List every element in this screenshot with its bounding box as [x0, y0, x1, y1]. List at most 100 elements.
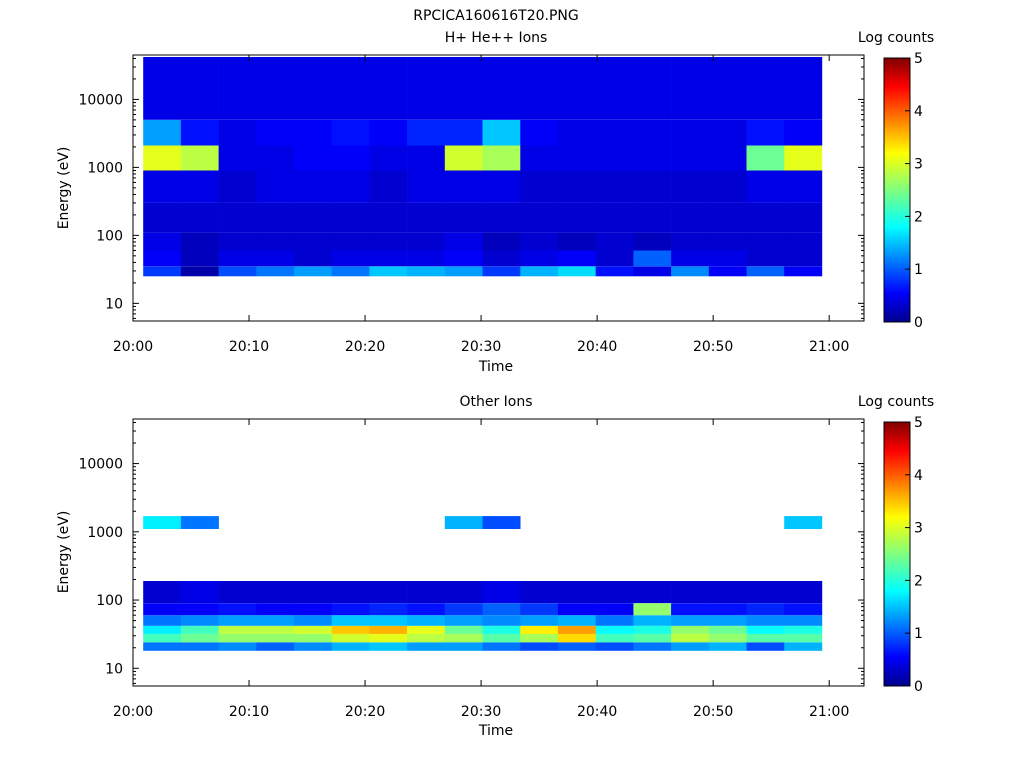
- heatmap-cell: [595, 615, 634, 626]
- colorbar-ticks: 0 1 2 3 4 5: [905, 51, 923, 331]
- heatmap-cell: [407, 633, 446, 643]
- x-tick-label: 20:00: [113, 339, 153, 355]
- heatmap-cell: [708, 642, 747, 651]
- heatmap-cell: [784, 57, 823, 120]
- heatmap-cell: [369, 633, 408, 643]
- heatmap-cell: [218, 625, 257, 634]
- heatmap-cell: [558, 266, 596, 277]
- heatmap-cell: [143, 145, 182, 171]
- y-tick-label: 10: [105, 296, 123, 312]
- heatmap-cell: [331, 625, 370, 634]
- heatmap-cell: [482, 615, 521, 626]
- colorbar-tick-label: 4: [914, 468, 923, 484]
- colorbar-tick-label: 0: [914, 315, 923, 331]
- heatmap-cell: [331, 202, 370, 233]
- colorbar-tick-label: 0: [914, 679, 923, 695]
- heatmap-cell: [708, 603, 747, 616]
- heatmap-cell: [482, 232, 521, 251]
- heatmap-cell: [633, 202, 672, 233]
- heatmap-cell: [746, 603, 785, 616]
- x-tick-label: 20:40: [577, 339, 617, 355]
- heatmap-cell: [218, 642, 257, 651]
- heatmap-cell: [482, 603, 521, 616]
- panel-other-ions: Other Ions 20:00 20:10 20:20 20:30 20:40 20:5…: [56, 394, 934, 739]
- y-tick-label: 10: [105, 661, 123, 677]
- heatmap-cell: [180, 615, 219, 626]
- heatmap-cell: [671, 250, 710, 267]
- heatmap-cell: [294, 202, 332, 233]
- heatmap-cell: [331, 633, 370, 643]
- heatmap-cell: [218, 603, 257, 616]
- heatmap-cell: [671, 145, 710, 171]
- heatmap-cell: [180, 642, 219, 651]
- heatmap-cell: [407, 603, 446, 616]
- y-tick-label: 10000: [78, 92, 123, 108]
- heatmap-cell: [256, 250, 295, 267]
- heatmap-cell: [746, 633, 785, 643]
- heatmap-cell: [294, 625, 332, 634]
- heatmap-cell: [633, 615, 672, 626]
- heatmap-cell: [784, 250, 823, 267]
- colorbar-tick-label: 4: [914, 104, 923, 120]
- heatmap-cell: [256, 581, 295, 604]
- heatmap-cell: [708, 145, 747, 171]
- heatmap-cell: [558, 603, 596, 616]
- heatmap-cell: [746, 266, 785, 277]
- heatmap-cell: [671, 202, 710, 233]
- heatmap-cell: [331, 266, 370, 277]
- heatmap-cell: [746, 57, 785, 120]
- heatmap-cell: [256, 266, 295, 277]
- heatmap-cell: [218, 145, 257, 171]
- heatmap-cell: [218, 119, 257, 146]
- heatmap-cell: [180, 145, 219, 171]
- heatmap-cell: [444, 642, 483, 651]
- colorbar-tick-label: 3: [914, 521, 923, 537]
- heatmap-cell: [633, 603, 672, 616]
- heatmap-cell: [294, 145, 332, 171]
- heatmap-cell: [143, 266, 182, 277]
- colorbar-tick-label: 1: [914, 262, 923, 278]
- heatmap-cell: [520, 615, 559, 626]
- x-tick-label: 21:00: [809, 704, 849, 720]
- heatmap-cell: [143, 615, 182, 626]
- heatmap-cell: [369, 581, 408, 604]
- heatmap-cells: [143, 516, 823, 651]
- x-tick-label: 20:30: [461, 704, 501, 720]
- heatmap-cell: [407, 202, 446, 233]
- heatmap-cell: [294, 119, 332, 146]
- heatmap-cell: [369, 232, 408, 251]
- heatmap-cell: [180, 202, 219, 233]
- colorbar-tick-label: 5: [914, 415, 923, 431]
- heatmap-cell: [708, 625, 747, 634]
- heatmap-cell: [256, 145, 295, 171]
- heatmap-cell: [558, 625, 596, 634]
- heatmap-cell: [444, 581, 483, 604]
- figure-title: RPCICA160616T20.PNG: [413, 8, 578, 24]
- heatmap-cell: [671, 119, 710, 146]
- panel-title: Other Ions: [459, 394, 532, 410]
- heatmap-cell: [143, 603, 182, 616]
- heatmap-cell: [407, 145, 446, 171]
- heatmap-cell: [784, 625, 823, 634]
- heatmap-cell: [143, 581, 182, 604]
- heatmap-cell: [294, 232, 332, 251]
- y-tick-label: 100: [96, 228, 123, 244]
- heatmap-cell: [407, 625, 446, 634]
- panel-title: H+ He++ Ions: [445, 30, 548, 46]
- heatmap-cell: [671, 642, 710, 651]
- heatmap-cell: [444, 250, 483, 267]
- heatmap-cell: [218, 232, 257, 251]
- heatmap-cell: [708, 119, 747, 146]
- heatmap-cell: [520, 581, 559, 604]
- heatmap-cell: [633, 642, 672, 651]
- heatmap-cell: [407, 170, 446, 203]
- y-tick-label: 1000: [87, 160, 123, 176]
- heatmap-cell: [256, 625, 295, 634]
- x-tick-label: 20:30: [461, 339, 501, 355]
- heatmap-cell: [369, 145, 408, 171]
- heatmap-cell: [218, 581, 257, 604]
- heatmap-cell: [671, 615, 710, 626]
- heatmap-cell: [671, 603, 710, 616]
- heatmap-cell: [784, 581, 823, 604]
- heatmap-cell: [520, 119, 559, 146]
